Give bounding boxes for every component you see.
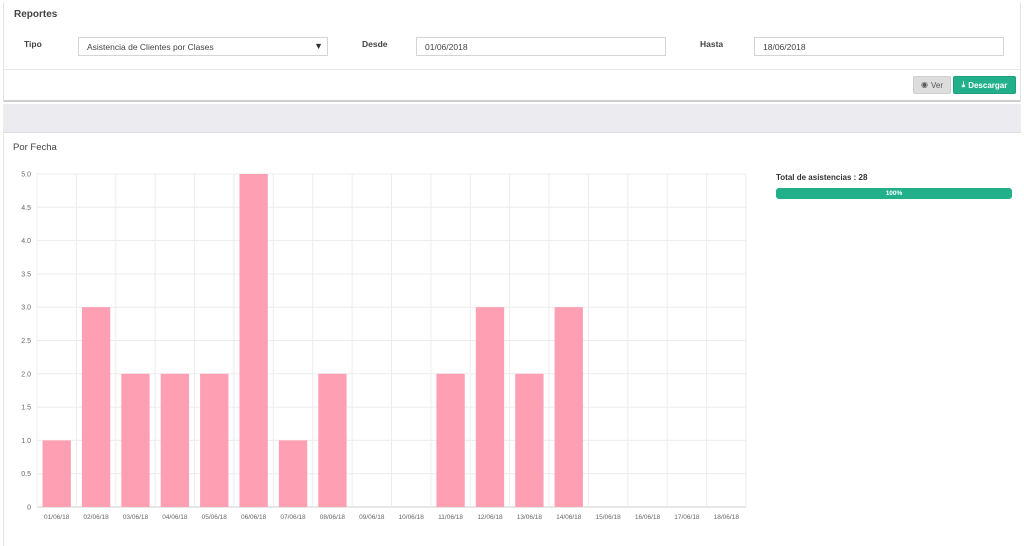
total-asistencias: Total de asistencias : 28 <box>776 173 868 182</box>
progress-bar: 100% <box>776 188 1012 199</box>
x-tick-label: 17/06/18 <box>674 514 700 521</box>
x-tick-label: 06/06/18 <box>241 514 267 521</box>
tipo-select[interactable]: Asistencia de Clientes por Clases ▼ <box>78 37 328 56</box>
y-tick-label: 0.5 <box>21 471 31 478</box>
chart-title: Por Fecha <box>13 142 57 153</box>
desde-label: Desde <box>362 39 388 49</box>
bar-01/06/18 <box>42 440 71 507</box>
x-tick-label: 01/06/18 <box>44 514 70 521</box>
bar-12/06/18 <box>475 307 505 507</box>
section-divider-band <box>3 104 1021 133</box>
filter-panel: Reportes Tipo Asistencia de Clientes por… <box>3 2 1021 102</box>
y-tick-label: 3.0 <box>21 305 31 312</box>
ver-button[interactable]: ◉ Ver <box>913 76 951 94</box>
y-tick-label: 1.5 <box>21 405 31 412</box>
x-tick-label: 02/06/18 <box>83 514 109 521</box>
bar-08/06/18 <box>318 373 347 507</box>
y-tick-label: 5.0 <box>21 172 31 179</box>
y-tick-label: 4.5 <box>21 205 31 212</box>
page-title: Reportes <box>14 9 58 20</box>
x-tick-label: 09/06/18 <box>359 514 385 521</box>
x-tick-label: 08/06/18 <box>320 514 346 521</box>
x-tick-label: 10/06/18 <box>399 514 425 521</box>
caret-down-icon: ▼ <box>314 41 323 51</box>
bar-02/06/18 <box>81 307 111 507</box>
bar-03/06/18 <box>121 373 150 507</box>
bar-06/06/18 <box>239 174 268 507</box>
y-tick-label: 4.0 <box>21 238 31 245</box>
x-tick-label: 13/06/18 <box>517 514 543 521</box>
chart-panel: Por Fecha 0 0.5 1.0 1.5 2.0 2.5 3.0 3.5 4.0 4.5 5.… <box>3 134 1021 546</box>
x-tick-label: 03/06/18 <box>123 514 149 521</box>
tipo-select-value: Asistencia de Clientes por Clases <box>87 42 214 52</box>
bar-04/06/18 <box>160 373 190 507</box>
bar-11/06/18 <box>436 373 465 507</box>
x-tick-label: 14/06/18 <box>556 514 582 521</box>
filter-divider <box>4 69 1020 70</box>
descargar-button-label: Descargar <box>968 80 1008 90</box>
hasta-input[interactable]: 18/06/2018 <box>754 37 1004 56</box>
download-icon: ⤓ <box>961 80 966 89</box>
desde-input[interactable]: 01/06/2018 <box>416 37 666 56</box>
bar-05/06/18 <box>200 373 229 507</box>
x-tick-label: 15/06/18 <box>595 514 621 521</box>
y-tick-label: 1.0 <box>21 438 31 445</box>
x-tick-label: 16/06/18 <box>635 514 661 521</box>
y-tick-label: 0 <box>27 505 31 512</box>
y-tick-label: 3.5 <box>21 271 31 278</box>
x-tick-label: 04/06/18 <box>162 514 188 521</box>
x-tick-label: 18/06/18 <box>714 514 740 521</box>
hasta-label: Hasta <box>700 39 724 49</box>
ver-button-label: Ver <box>930 80 943 90</box>
y-tick-label: 2.5 <box>21 338 31 345</box>
x-tick-label: 07/06/18 <box>280 514 306 521</box>
bar-14/06/18 <box>554 307 583 507</box>
descargar-button[interactable]: ⤓ Descargar <box>953 76 1016 94</box>
y-tick-label: 2.0 <box>21 371 31 378</box>
x-tick-label: 05/06/18 <box>202 514 228 521</box>
eye-icon: ◉ <box>921 80 928 89</box>
x-tick-label: 12/06/18 <box>477 514 503 521</box>
bar-07/06/18 <box>278 440 308 507</box>
progress-fill: 100% <box>776 188 1012 199</box>
tipo-label: Tipo <box>24 39 42 49</box>
bar-13/06/18 <box>515 373 544 507</box>
x-tick-label: 11/06/18 <box>438 514 463 521</box>
bar-chart: 0 0.5 1.0 1.5 2.0 2.5 3.0 3.5 4.0 4.5 5.0 01/06/18 0… <box>21 172 747 521</box>
